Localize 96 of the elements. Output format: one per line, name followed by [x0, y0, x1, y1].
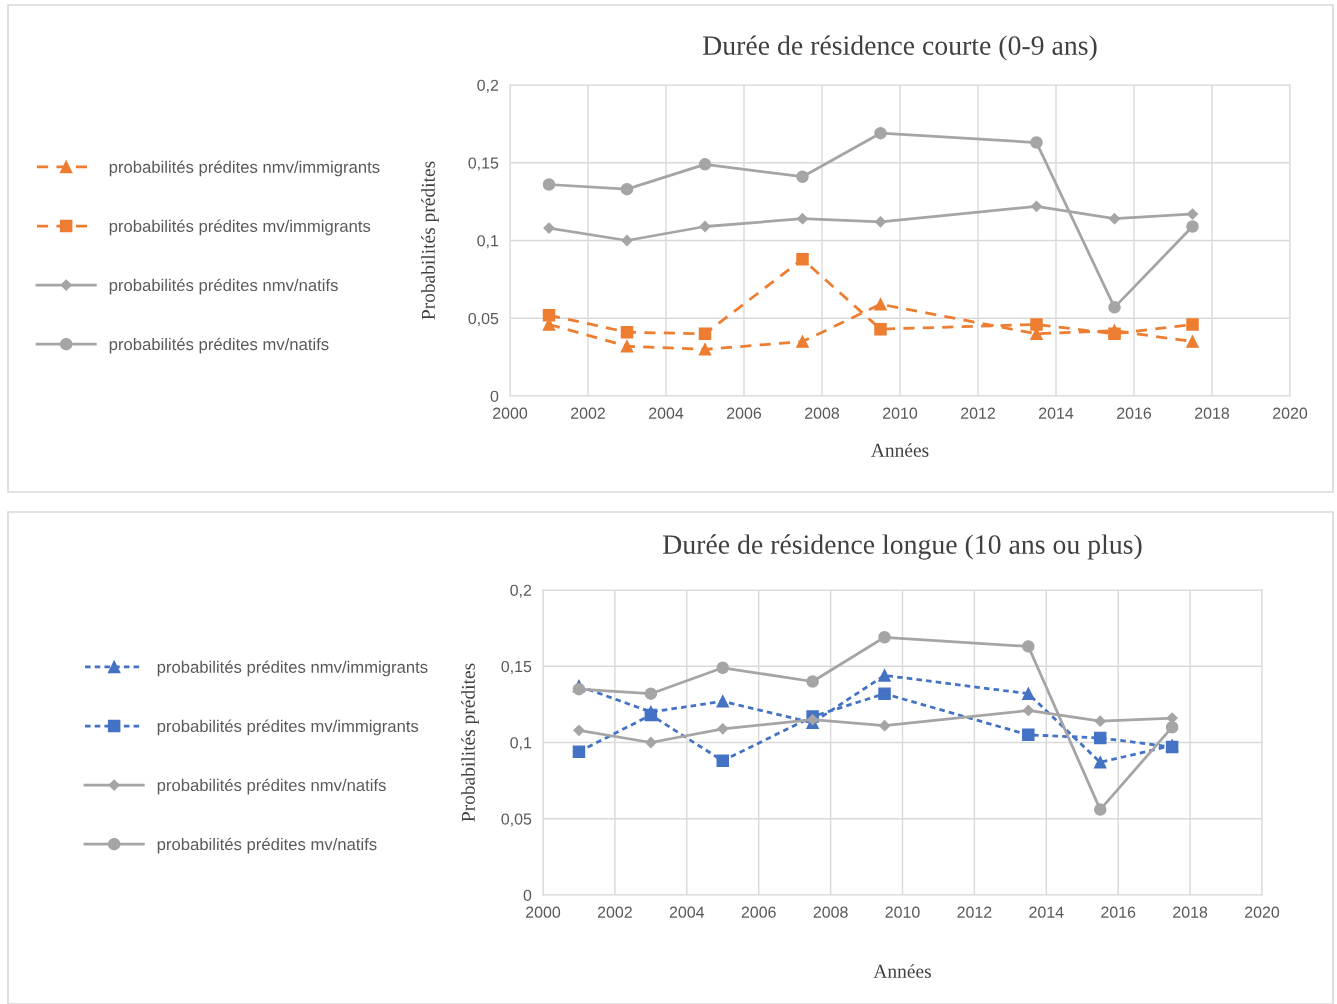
y-tick-label: 0,2 — [510, 584, 532, 598]
y-axis-title: Probabilités prédites — [461, 663, 479, 822]
point — [620, 325, 634, 339]
point — [1022, 704, 1034, 717]
point — [878, 669, 891, 682]
point — [878, 720, 891, 732]
legend-label: probabilités prédites mv/natifs — [157, 837, 377, 854]
chart-title: Durée de résidence courte (0-9 ans) — [702, 35, 1097, 61]
point — [1030, 200, 1043, 212]
x-tick-label: 2000 — [493, 407, 528, 419]
y-tick-label: 0,15 — [501, 660, 532, 675]
point — [1186, 318, 1199, 331]
x-tick-label: 2014 — [1039, 407, 1074, 419]
point — [1030, 136, 1043, 149]
point — [572, 745, 586, 758]
point — [878, 631, 891, 644]
point — [1108, 327, 1121, 341]
point — [542, 178, 556, 191]
y-tick-label: 0 — [490, 390, 499, 402]
x-tick-label: 2018 — [1173, 906, 1208, 918]
x-tick-label: 2006 — [727, 407, 762, 419]
point — [644, 708, 658, 722]
legend-label: probabilités prédites nmv/immigrants — [157, 660, 428, 677]
point — [1093, 803, 1107, 816]
point — [796, 170, 809, 183]
y-tick-label: 0,05 — [468, 312, 499, 327]
x-tick-label: 2004 — [649, 407, 684, 419]
point — [698, 158, 712, 171]
y-tick-label: 0,1 — [477, 235, 499, 249]
point — [573, 724, 585, 736]
x-tick-label: 2014 — [1029, 906, 1064, 918]
point — [796, 252, 809, 266]
point — [716, 661, 730, 675]
point — [1165, 720, 1179, 734]
point — [572, 682, 586, 696]
point — [1108, 213, 1121, 225]
point — [1186, 220, 1199, 233]
point — [796, 335, 809, 348]
point — [620, 182, 634, 196]
legend-label: probabilités prédites nmv/natifs — [157, 778, 386, 795]
legend-label: probabilités prédites nmv/natifs — [109, 278, 338, 295]
x-tick-label: 2010 — [883, 407, 918, 419]
point — [699, 220, 711, 233]
x-tick-label: 2002 — [571, 407, 605, 419]
x-tick-label: 2016 — [1101, 906, 1136, 918]
point — [874, 298, 887, 311]
x-tick-label: 2016 — [1117, 407, 1152, 419]
legend-label: probabilités prédites mv/immigrants — [109, 219, 371, 236]
point — [645, 736, 657, 749]
point — [620, 339, 634, 353]
point — [878, 687, 891, 700]
legend-label: probabilités prédites mv/natifs — [109, 337, 329, 354]
x-tick-label: 2018 — [1195, 407, 1230, 419]
legend-label: probabilités prédites nmv/immigrants — [109, 160, 380, 177]
point — [874, 126, 887, 140]
x-axis-title: Années — [871, 443, 929, 457]
x-tick-label: 2006 — [741, 906, 776, 918]
point — [621, 234, 633, 247]
y-tick-label: 0,2 — [477, 79, 499, 93]
point — [1030, 318, 1043, 331]
point — [1186, 335, 1199, 348]
point — [644, 687, 658, 700]
point — [1093, 731, 1107, 745]
x-tick-label: 2000 — [526, 906, 561, 918]
x-tick-label: 2012 — [957, 906, 992, 918]
chart-title: Durée de résidence longue (10 ans ou plus) — [663, 534, 1142, 560]
x-tick-label: 2004 — [669, 906, 705, 918]
point — [698, 327, 712, 341]
y-axis-title: Probabilités prédites — [421, 161, 439, 320]
point — [1022, 640, 1035, 653]
y-tick-label: 0,05 — [501, 813, 532, 827]
x-axis-title: Années — [873, 964, 931, 978]
x-tick-label: 2008 — [805, 407, 840, 419]
x-tick-label: 2010 — [885, 906, 920, 918]
x-tick-label: 2008 — [813, 906, 848, 918]
point — [1094, 715, 1106, 727]
point — [698, 343, 712, 356]
x-tick-label: 2020 — [1245, 906, 1280, 918]
point — [796, 213, 809, 225]
x-tick-label: 2012 — [961, 407, 995, 419]
x-tick-label: 2002 — [597, 906, 632, 918]
point — [874, 322, 887, 336]
legend-label: probabilités prédites mv/immigrants — [157, 719, 419, 736]
point — [717, 723, 729, 735]
point — [716, 754, 730, 768]
point — [542, 308, 556, 322]
point — [1022, 687, 1035, 700]
point — [1093, 756, 1107, 769]
point — [1022, 728, 1035, 742]
y-tick-label: 0,15 — [468, 157, 499, 171]
y-tick-label: 0,1 — [510, 737, 532, 751]
point — [806, 675, 819, 688]
y-tick-label: 0 — [523, 889, 532, 901]
point — [1108, 301, 1121, 314]
x-tick-label: 2020 — [1273, 407, 1308, 419]
point — [716, 695, 730, 708]
